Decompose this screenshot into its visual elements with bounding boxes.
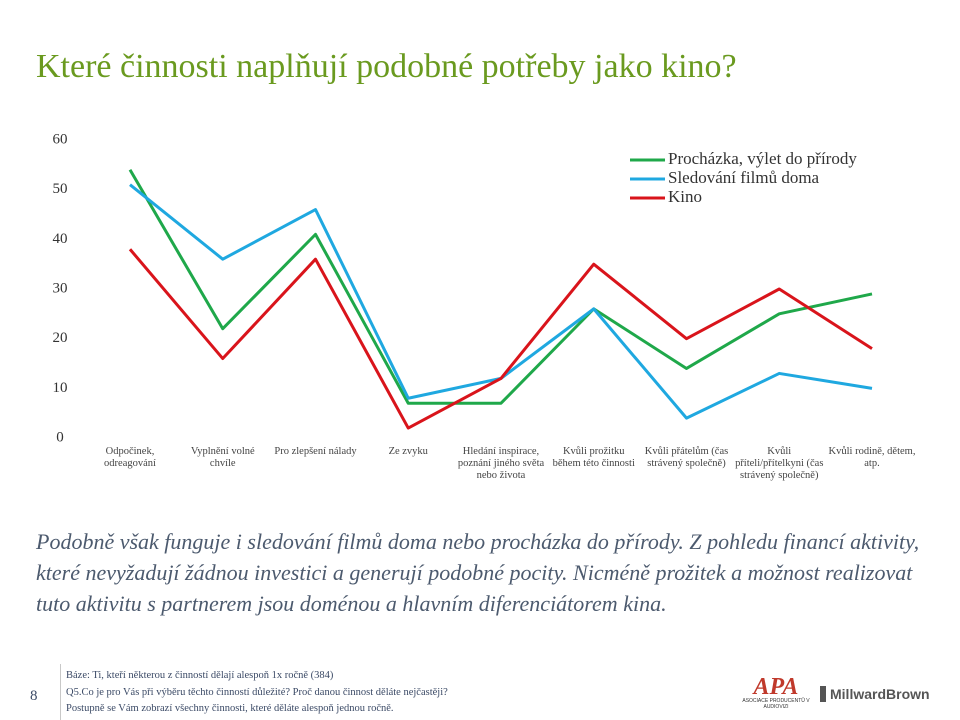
line-series	[129, 183, 873, 420]
x-tick-label: Pro zlepšení nálady	[274, 446, 357, 457]
body-text: Podobně však funguje i sledování filmů d…	[36, 529, 920, 616]
x-tick-label: Vyplnění volné chvíle	[190, 446, 255, 469]
x-tick-label: Kvůli rodině, dětem, atp.	[828, 446, 916, 469]
logo-text: ASOCIACE PRODUCENTŮ V AUDIOVIZI	[742, 698, 810, 710]
footnote: Q5.Co je pro Vás při výběru těchto činno…	[66, 687, 448, 698]
y-tick-label: 20	[53, 330, 68, 346]
y-tick-label: 10	[53, 380, 68, 396]
y-tick-label: 0	[56, 429, 64, 445]
y-tick-label: 30	[53, 280, 68, 296]
legend-label: Kino	[668, 187, 702, 206]
x-tick-label: Odpočinek, odreagování	[104, 446, 156, 469]
logo-icon	[820, 686, 826, 702]
legend-label: Sledování filmů doma	[668, 168, 820, 187]
x-tick-label: Kvůli přátelům (čas strávený společně)	[644, 446, 729, 469]
y-tick-label: 50	[53, 181, 68, 197]
page-number: 8	[30, 688, 38, 704]
x-tick-label: Kvůli příteli/přítelkyni (čas strávený s…	[735, 446, 824, 481]
footnote: Báze: Ti, kteří některou z činností děla…	[66, 670, 334, 681]
separator	[60, 664, 61, 720]
x-tick-label: Hledání inspirace, poznání jiného světa …	[457, 446, 545, 481]
line-series	[128, 248, 873, 430]
logo-text: MillwardBrown	[830, 686, 930, 702]
y-tick-label: 60	[53, 131, 68, 147]
slide-title: Které činnosti naplňují podobné potřeby …	[36, 48, 737, 85]
chart: 0 10 20 30 40 50 60 Procházka, výlet do přírody…	[53, 131, 873, 445]
logo-text: APA	[753, 674, 799, 700]
x-tick-label: Ze zvyku	[388, 446, 428, 457]
x-tick-label: Kvůli prožitku během této činnosti	[552, 446, 635, 469]
legend-label: Procházka, výlet do přírody	[668, 149, 857, 168]
line-series	[128, 169, 873, 405]
footnote: Postupně se Vám zobrazí všechny činnosti…	[66, 703, 394, 714]
y-tick-label: 40	[53, 231, 68, 247]
